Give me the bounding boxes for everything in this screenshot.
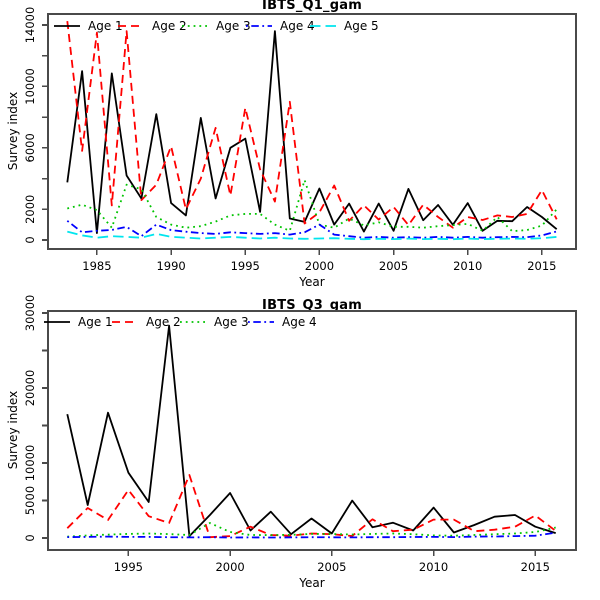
plot-area-q3: 1995 2000 2005 2010 2015 0 5000 10000 20000 30000… xyxy=(23,295,577,574)
series-line-age-1 xyxy=(66,324,556,538)
y-tick-label: 20000 xyxy=(23,370,37,407)
legend-label-age-4: Age 4 xyxy=(282,315,317,329)
legend-label-age-1: Age 1 xyxy=(78,315,113,329)
legend-label-age-3: Age 3 xyxy=(214,315,249,329)
chart-title-q1: IBTS_Q1_gam xyxy=(262,0,362,13)
y-tick-label: 30000 xyxy=(23,295,37,332)
x-tick-label: 2015 xyxy=(521,560,550,574)
x-axis-label-q3: Year xyxy=(299,576,325,590)
x-tick-label: 2000 xyxy=(305,259,334,273)
legend-label-age-4: Age 4 xyxy=(280,19,315,33)
series-line-age-1 xyxy=(66,30,558,235)
y-tick-label: 10000 xyxy=(23,445,37,482)
y-tick-label: 0 xyxy=(23,534,37,541)
legend-label-age-3: Age 3 xyxy=(216,19,251,33)
y-tick-label: 14000 xyxy=(23,7,37,44)
y-tick-label: 5000 xyxy=(23,486,37,515)
y-tick-label: 10000 xyxy=(23,68,37,105)
legend-label-age-2: Age 2 xyxy=(152,19,187,33)
chart-panel-ibts-q1: IBTS_Q1_gam Survey index 1985 1990 1995 200… xyxy=(6,0,577,289)
chart-title-q3: IBTS_Q3_gam xyxy=(262,298,362,313)
x-tick-label: 2010 xyxy=(419,560,448,574)
x-tick-label: 2015 xyxy=(527,259,556,273)
series-line-age-4 xyxy=(66,220,557,239)
x-tick-label: 2000 xyxy=(215,560,244,574)
x-tick-label: 1990 xyxy=(156,259,185,273)
plot-box xyxy=(47,13,577,250)
series-line-age-3 xyxy=(67,522,556,538)
chart-panel-ibts-q3: IBTS_Q3_gam Survey index 1995 2000 2005 201… xyxy=(0,295,600,600)
legend-label-age-5: Age 5 xyxy=(344,19,379,33)
x-tick-label: 1995 xyxy=(231,259,260,273)
y-tick-label: 6000 xyxy=(23,133,37,162)
x-tick-label: 2005 xyxy=(317,560,346,574)
series-line-age-5 xyxy=(67,230,557,241)
x-tick-label: 1995 xyxy=(114,560,143,574)
y-tick-label: 2000 xyxy=(23,195,37,224)
x-tick-label: 1985 xyxy=(82,259,111,273)
legend-label-age-1: Age 1 xyxy=(88,19,123,33)
plot-area-q1: 1985 1990 1995 2000 2005 2010 2015 0 2000 6000 100… xyxy=(23,7,577,273)
x-tick-label: 2005 xyxy=(379,259,408,273)
y-tick-label: 0 xyxy=(23,236,37,243)
x-axis-label-q1: Year xyxy=(299,275,325,289)
x-tick-label: 2010 xyxy=(453,259,482,273)
series-line-age-2 xyxy=(66,20,558,229)
legend-label-age-2: Age 2 xyxy=(146,315,181,329)
series-line-age-2 xyxy=(66,474,557,539)
plot-box xyxy=(47,310,577,551)
